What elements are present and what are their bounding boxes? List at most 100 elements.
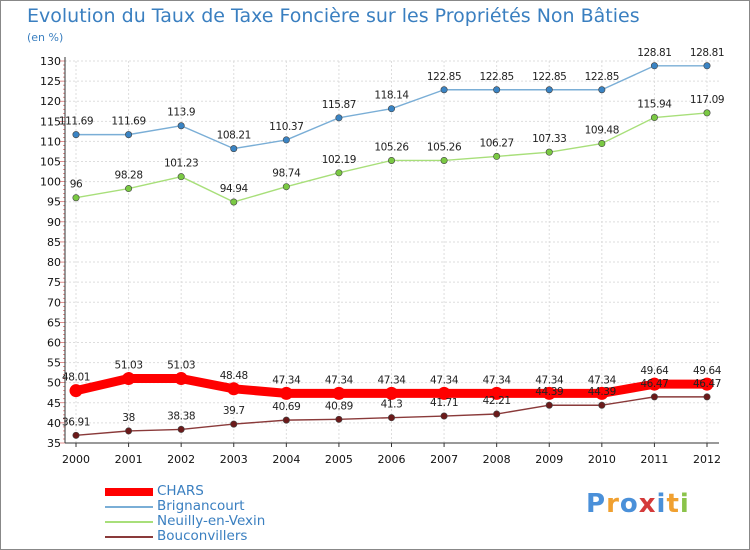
data-point [125, 131, 133, 139]
data-label: 111.69 [59, 116, 93, 128]
proxiti-logo: Proxiti [586, 489, 690, 519]
data-point [227, 382, 241, 396]
logo-letter: i [679, 489, 690, 519]
y-tick-label: 75 [47, 276, 61, 289]
data-label: 47.34 [535, 374, 564, 386]
legend-swatch [105, 487, 153, 496]
data-label: 107.33 [532, 133, 566, 145]
data-label: 106.27 [479, 137, 513, 149]
data-point [174, 372, 188, 386]
data-label: 47.34 [483, 374, 512, 386]
logo-letter: i [656, 489, 667, 519]
data-point [437, 386, 451, 400]
y-tick-label: 40 [47, 417, 61, 430]
data-label: 48.01 [62, 372, 90, 384]
data-label: 122.85 [479, 71, 513, 83]
y-tick-label: 130 [40, 55, 61, 68]
data-point [493, 86, 501, 94]
y-tick-label: 90 [47, 216, 61, 229]
data-label: 122.85 [585, 71, 619, 83]
x-tick-label: 2000 [62, 453, 90, 466]
data-label: 44.39 [588, 386, 616, 398]
y-tick-label: 105 [40, 156, 61, 169]
data-label: 115.94 [637, 99, 672, 111]
data-label: 42.21 [483, 395, 511, 407]
x-tick-label: 2009 [535, 453, 563, 466]
data-label: 105.26 [427, 141, 462, 153]
data-point [69, 384, 83, 398]
chart-title: Evolution du Taux de Taxe Foncière sur l… [27, 5, 640, 27]
y-tick-label: 55 [47, 357, 61, 370]
x-tick-label: 2001 [115, 453, 143, 466]
legend-label: CHARS [157, 483, 204, 499]
data-point [72, 131, 80, 139]
data-label: 47.34 [430, 374, 459, 386]
data-point [650, 62, 658, 70]
data-point [545, 86, 553, 94]
data-label: 110.37 [269, 121, 303, 133]
logo-letter: o [619, 489, 639, 519]
data-point [703, 62, 711, 70]
x-tick-label: 2010 [588, 453, 616, 466]
data-label: 113.9 [167, 107, 195, 119]
y-tick-label: 60 [47, 336, 61, 349]
data-point [493, 410, 501, 418]
legend-item: Bouconvillers [105, 529, 265, 544]
data-point [335, 169, 343, 177]
legend-label: Brignancourt [157, 498, 245, 514]
data-point [650, 393, 658, 401]
data-label: 109.48 [585, 125, 619, 137]
data-point [703, 393, 711, 401]
y-tick-label: 115 [40, 115, 61, 128]
data-point [387, 105, 395, 113]
data-point [72, 194, 80, 202]
data-label: 38.38 [167, 410, 195, 422]
data-point [230, 145, 238, 153]
logo-letter: t [666, 489, 680, 519]
data-point [230, 420, 238, 428]
data-point [230, 198, 238, 206]
data-label: 115.87 [322, 99, 356, 111]
legend-item: CHARS [105, 484, 265, 499]
data-label: 48.48 [220, 370, 248, 382]
data-point [647, 377, 661, 391]
data-label: 105.26 [374, 141, 409, 153]
legend-item: Neuilly-en-Vexin [105, 514, 265, 529]
data-label: 40.69 [272, 401, 300, 413]
y-tick-label: 45 [47, 397, 61, 410]
y-tick-label: 35 [47, 437, 61, 450]
data-point [598, 140, 606, 148]
data-label: 111.69 [111, 116, 145, 128]
legend-label: Neuilly-en-Vexin [157, 513, 266, 529]
data-point [332, 386, 346, 400]
data-point [650, 114, 658, 122]
data-point [282, 183, 290, 191]
data-label: 47.34 [272, 374, 301, 386]
data-label: 128.81 [690, 47, 724, 59]
data-label: 122.85 [427, 71, 461, 83]
data-label: 117.09 [690, 94, 724, 106]
data-label: 102.19 [322, 154, 356, 166]
logo-letter: x [638, 489, 657, 519]
y-tick-label: 125 [40, 75, 61, 88]
y-tick-label: 120 [40, 95, 61, 108]
y-tick-label: 100 [40, 176, 61, 189]
x-tick-label: 2003 [220, 453, 248, 466]
data-label: 128.81 [637, 47, 671, 59]
data-point [125, 427, 133, 435]
data-label: 96 [70, 179, 83, 191]
data-label: 44.39 [535, 386, 563, 398]
y-tick-label: 65 [47, 316, 61, 329]
x-tick-label: 2004 [272, 453, 300, 466]
data-point [440, 412, 448, 420]
x-tick-label: 2002 [167, 453, 195, 466]
y-tick-label: 95 [47, 196, 61, 209]
data-point [282, 416, 290, 424]
data-point [440, 156, 448, 164]
legend-swatch [105, 505, 153, 508]
data-label: 122.85 [532, 71, 566, 83]
data-label: 41.71 [430, 397, 458, 409]
legend-label: Bouconvillers [157, 528, 248, 544]
legend-item: Brignancourt [105, 499, 265, 514]
